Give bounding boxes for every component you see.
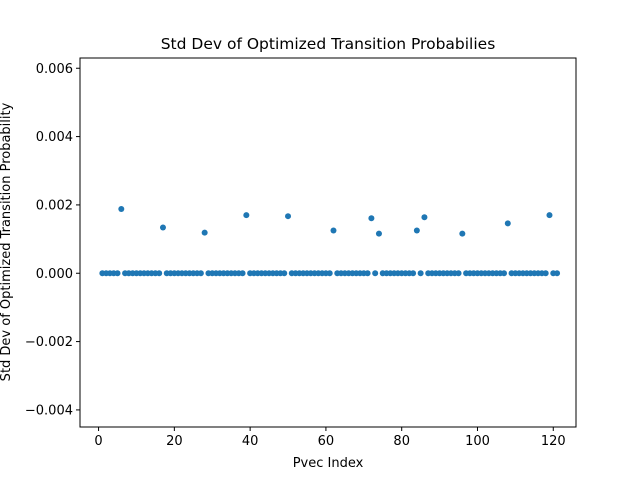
data-point <box>285 213 292 220</box>
x-tick-label: 40 <box>242 434 259 449</box>
data-point <box>421 214 428 221</box>
data-point <box>542 270 549 277</box>
data-point <box>372 270 379 277</box>
data-point <box>459 230 466 237</box>
data-point <box>413 227 420 234</box>
y-tick-label: 0.004 <box>36 130 73 145</box>
y-axis-label: Std Dev of Optimized Transition Probabil… <box>0 102 14 381</box>
y-tick-label: −0.002 <box>25 335 73 350</box>
data-point <box>156 270 163 277</box>
plot-frame <box>79 57 577 428</box>
x-tick-label: 20 <box>166 434 183 449</box>
data-point <box>455 270 462 277</box>
data-point <box>330 227 337 234</box>
x-tick-label: 120 <box>541 434 566 449</box>
data-point <box>281 270 288 277</box>
data-point <box>239 270 246 277</box>
data-point <box>243 212 250 219</box>
data-point <box>417 270 424 277</box>
x-tick-label: 100 <box>465 434 490 449</box>
data-point <box>118 206 125 213</box>
data-point <box>201 229 208 236</box>
data-point <box>326 270 333 277</box>
data-point <box>364 270 371 277</box>
data-point <box>197 270 204 277</box>
y-tick-label: 0.006 <box>36 62 73 77</box>
data-point <box>501 270 508 277</box>
y-tick-label: −0.004 <box>25 403 73 418</box>
data-point <box>546 212 553 219</box>
data-point <box>554 270 561 277</box>
plot-area <box>80 58 576 427</box>
y-tick-label: 0.000 <box>36 267 73 282</box>
x-axis-ticks: 0 20 40 60 80 100 120 <box>94 427 566 449</box>
data-point <box>504 220 511 227</box>
y-axis-ticks: −0.004 −0.002 0.000 0.002 0.004 0.006 <box>25 62 80 418</box>
data-point <box>114 270 121 277</box>
data-point <box>159 224 166 231</box>
x-tick-label: 80 <box>393 434 410 449</box>
y-tick-label: 0.002 <box>36 198 73 213</box>
x-tick-label: 0 <box>94 434 102 449</box>
points-layer <box>99 206 561 277</box>
chart-title: Std Dev of Optimized Transition Probabil… <box>161 35 496 53</box>
data-point <box>368 215 375 222</box>
data-point <box>410 270 417 277</box>
x-axis-label: Pvec Index <box>293 456 364 471</box>
x-tick-label: 60 <box>318 434 335 449</box>
data-point <box>375 230 382 237</box>
